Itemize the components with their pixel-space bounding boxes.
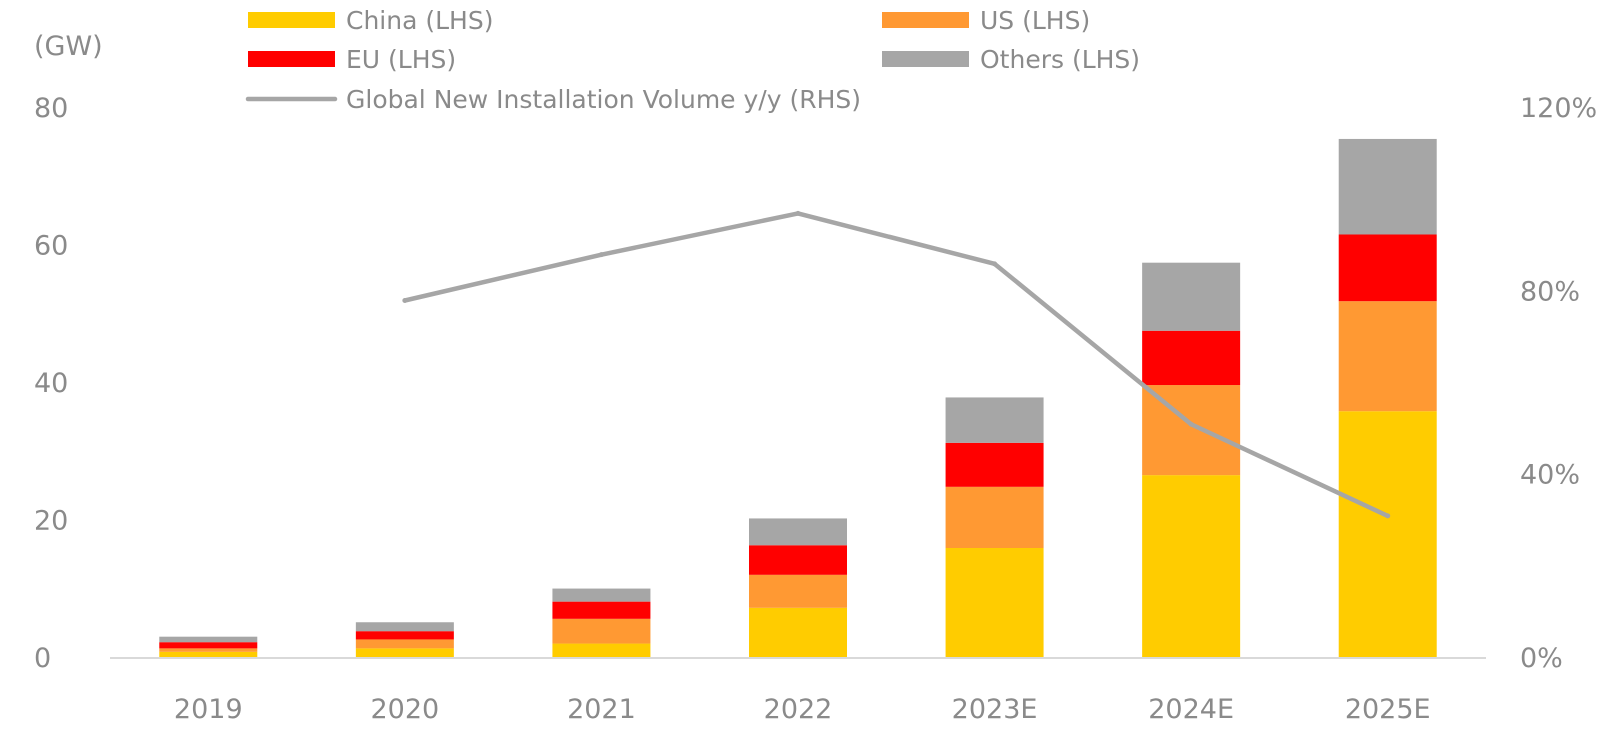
bar-segment	[355, 639, 454, 649]
legend-label: China (LHS)	[346, 6, 493, 35]
legend-label: US (LHS)	[980, 6, 1090, 35]
left-tick-label: 20	[34, 506, 68, 537]
bar-segment	[1338, 411, 1437, 658]
left-tick-label: 80	[34, 93, 68, 124]
bar-segment	[355, 631, 454, 640]
line-point	[795, 210, 801, 216]
legend-swatch	[248, 12, 335, 28]
right-tick-label: 80%	[1520, 276, 1580, 307]
line-point	[992, 261, 998, 267]
legend-swatch	[248, 51, 335, 67]
bar-segment	[355, 648, 454, 658]
legend-label: EU (LHS)	[346, 45, 456, 74]
left-tick-label: 40	[34, 368, 68, 399]
right-tick-label: 120%	[1520, 93, 1597, 124]
bar-segment	[1142, 475, 1241, 658]
bar-segment	[159, 651, 258, 658]
right-y-axis: 0% 40% 80% 120%	[1520, 93, 1597, 674]
right-tick-label: 0%	[1520, 643, 1563, 674]
bar-segment	[945, 486, 1044, 548]
x-tick-label: 2024E	[1148, 694, 1234, 725]
bar-segment	[552, 588, 651, 602]
x-axis: 2019 2020 2021 2022 2023E 2024E 2025E	[174, 694, 1431, 725]
left-tick-label: 0	[34, 643, 51, 674]
left-axis-unit: (GW)	[34, 31, 103, 62]
line-point	[402, 298, 408, 303]
bars	[159, 138, 1437, 658]
bar-segment	[749, 607, 847, 658]
line-point	[598, 252, 604, 258]
bar-segment	[945, 442, 1044, 487]
left-y-axis: 0 20 40 60 80	[34, 93, 68, 674]
yoy-line	[402, 211, 1390, 519]
bar-segment	[552, 618, 651, 644]
legend-swatch	[882, 51, 969, 67]
bar-segment	[552, 601, 651, 619]
x-tick-label: 2019	[174, 694, 243, 725]
bar-segment	[159, 648, 258, 652]
bar-segment	[355, 622, 454, 632]
x-tick-label: 2020	[370, 694, 439, 725]
legend-swatch	[882, 12, 969, 28]
bar-segment	[552, 643, 651, 658]
x-tick-label: 2025E	[1345, 694, 1431, 725]
bar-segment	[1142, 330, 1241, 386]
x-tick-label: 2021	[567, 694, 636, 725]
bar-segment	[159, 642, 258, 649]
bar-segment	[749, 518, 847, 546]
line-series	[402, 210, 1391, 519]
legend: China (LHS) US (LHS) EU (LHS) Others (LHS) G…	[245, 6, 1140, 114]
line-point	[1385, 513, 1391, 519]
bar-segment	[749, 574, 847, 608]
right-tick-label: 40%	[1520, 460, 1580, 491]
bar-segment	[1142, 262, 1241, 331]
bar-segment	[945, 397, 1044, 443]
bar-segment	[1338, 138, 1437, 235]
bar-segment	[159, 636, 258, 643]
bar-segment	[945, 548, 1044, 658]
bar-segment	[1338, 234, 1437, 302]
legend-label: Global New Installation Volume y/y (RHS)	[346, 85, 861, 114]
bar-segment	[749, 545, 847, 575]
x-tick-label: 2022	[764, 694, 833, 725]
line-point	[1188, 421, 1194, 427]
x-tick-label: 2023E	[952, 694, 1038, 725]
legend-label: Others (LHS)	[980, 45, 1140, 74]
bar-segment	[1338, 301, 1437, 412]
left-tick-label: 60	[34, 231, 68, 262]
